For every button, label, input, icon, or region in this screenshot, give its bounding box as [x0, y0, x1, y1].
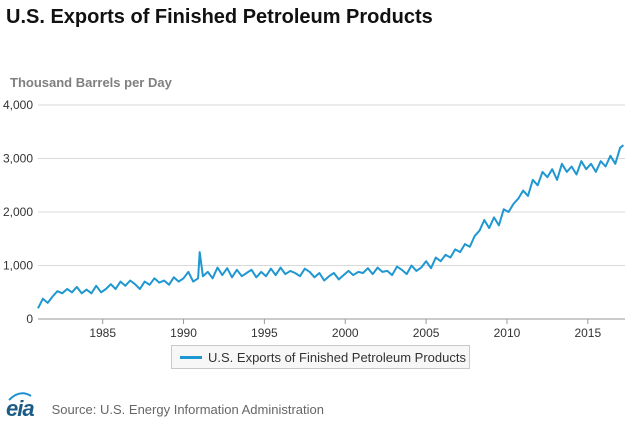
- x-tick-label: 1990: [170, 326, 197, 340]
- y-tick-label: 0: [26, 312, 33, 326]
- source-text: Source: U.S. Energy Information Administ…: [51, 401, 324, 417]
- legend-label: U.S. Exports of Finished Petroleum Produ…: [208, 349, 466, 365]
- chart-title: U.S. Exports of Finished Petroleum Produ…: [6, 6, 433, 28]
- x-tick-label: 2000: [332, 326, 359, 340]
- y-tick-label: 4,000: [3, 98, 33, 112]
- y-axis-units-label: Thousand Barrels per Day: [10, 75, 172, 90]
- x-tick-label: 2015: [574, 326, 601, 340]
- y-tick-label: 1,000: [3, 259, 33, 273]
- legend-line-swatch: [180, 355, 202, 359]
- eia-logo-swoosh-icon: [8, 392, 32, 401]
- x-tick-label: 2005: [413, 326, 440, 340]
- y-tick-label: 2,000: [3, 205, 33, 219]
- chart-legend[interactable]: U.S. Exports of Finished Petroleum Produ…: [171, 345, 470, 369]
- series-line-exports: [37, 144, 625, 309]
- footer: eia Source: U.S. Energy Information Admi…: [6, 392, 324, 422]
- x-tick-label: 1995: [251, 326, 278, 340]
- eia-logo: eia: [6, 392, 35, 422]
- x-tick-label: 2010: [494, 326, 521, 340]
- x-tick-label: 1985: [89, 326, 116, 340]
- y-tick-label: 3,000: [3, 152, 33, 166]
